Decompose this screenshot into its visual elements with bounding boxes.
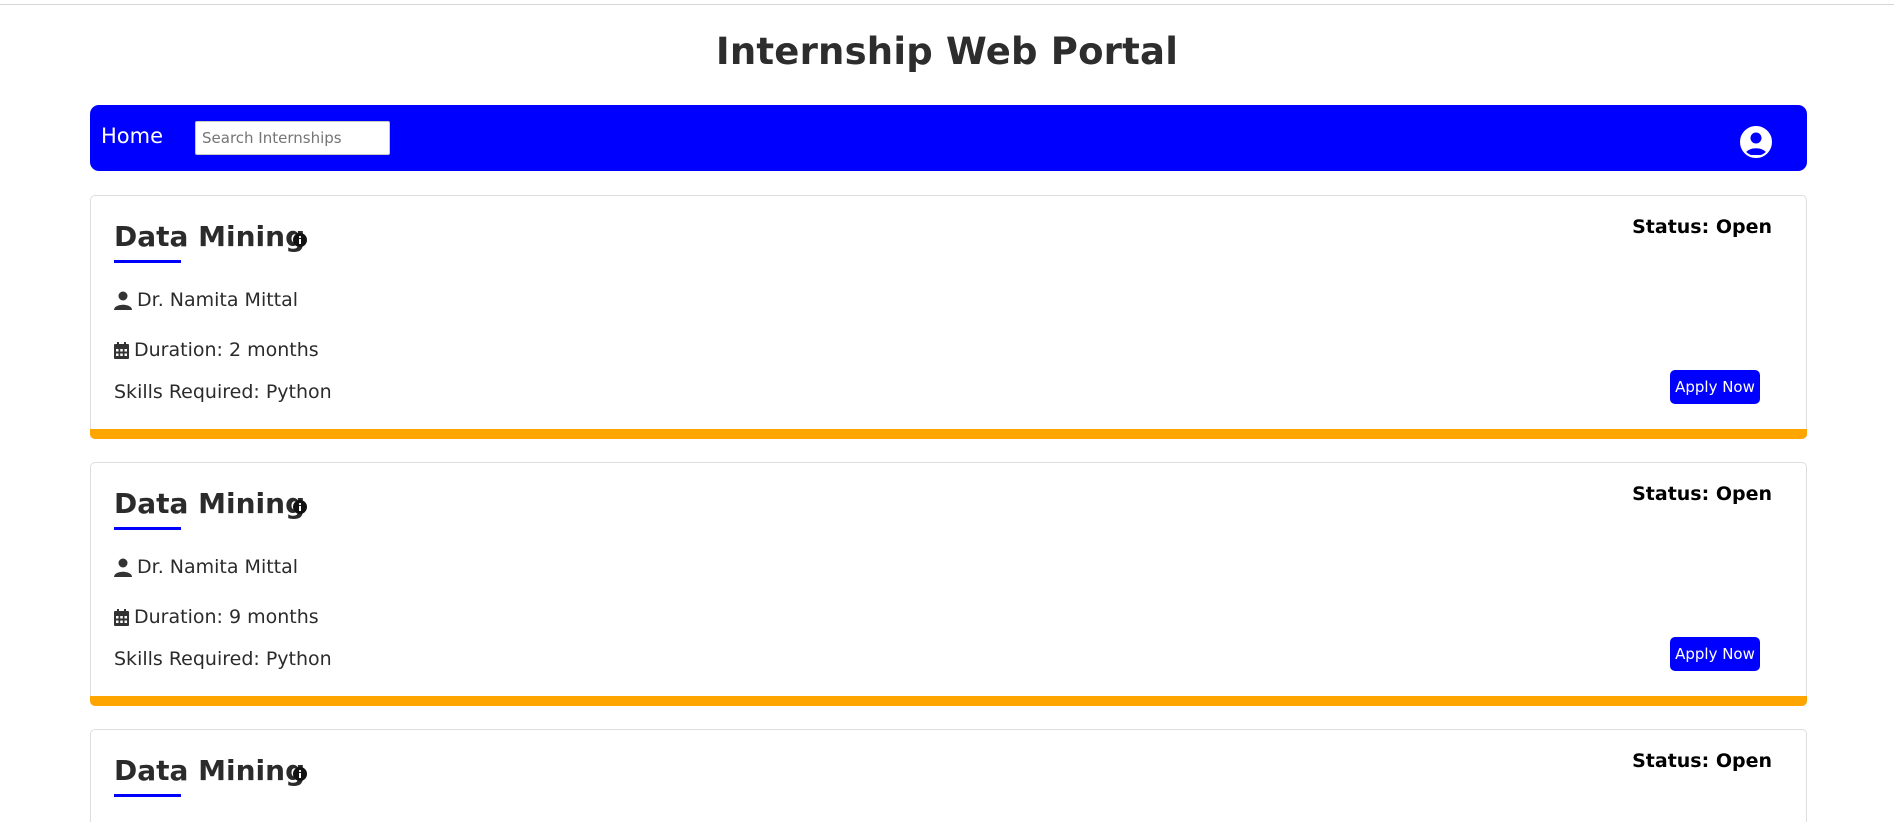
user-avatar-icon[interactable] [1740,126,1772,158]
status-badge: Status: Open [1632,483,1772,505]
top-divider [0,4,1894,5]
internship-card: Data Mining Status: Open Dr. Namita Mitt… [90,195,1807,439]
title-underline [114,794,181,797]
skills-text: Skills Required: Python [114,648,332,670]
apply-now-button[interactable]: Apply Now [1670,637,1760,671]
apply-now-button[interactable]: Apply Now [1670,370,1760,404]
internship-title: Data Mining [114,754,306,787]
title-underline [114,527,181,530]
duration-row: Duration: 2 months [114,339,319,361]
skills-row: Skills Required: Python [114,381,332,403]
duration-text: Duration: 9 months [134,606,319,628]
mentor-name: Dr. Namita Mittal [137,556,299,578]
info-icon[interactable] [293,500,307,514]
mentor-name: Dr. Namita Mittal [137,289,299,311]
search-input[interactable] [195,121,390,155]
title-underline [114,260,181,263]
navbar: Home [90,105,1807,171]
duration-row: Duration: 9 months [114,606,319,628]
nav-home-link[interactable]: Home [101,124,164,148]
skills-text: Skills Required: Python [114,381,332,403]
mentor-row: Dr. Namita Mittal [114,289,298,311]
calendar-icon [114,341,129,359]
mentor-row: Dr. Namita Mittal [114,556,298,578]
page-title: Internship Web Portal [715,30,1179,73]
internship-title: Data Mining [114,220,306,253]
info-icon[interactable] [293,233,307,247]
duration-text: Duration: 2 months [134,339,319,361]
card-bottom-bar [90,429,1807,439]
status-badge: Status: Open [1632,750,1772,772]
calendar-icon [114,608,129,626]
internship-title: Data Mining [114,487,306,520]
internship-card: Data Mining Status: Open [90,729,1807,822]
status-badge: Status: Open [1632,216,1772,238]
user-icon [114,558,132,577]
info-icon[interactable] [293,767,307,781]
card-bottom-bar [90,696,1807,706]
user-icon [114,291,132,310]
internship-card: Data Mining Status: Open Dr. Namita Mitt… [90,462,1807,706]
skills-row: Skills Required: Python [114,648,332,670]
